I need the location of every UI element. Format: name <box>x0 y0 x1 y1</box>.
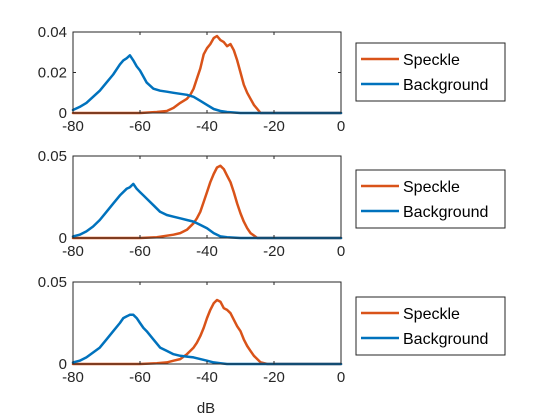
y-tick-label: 0.04 <box>38 24 67 41</box>
x-tick-label: -40 <box>196 118 218 135</box>
legend-box <box>355 169 506 229</box>
x-tick-label: -20 <box>263 369 285 386</box>
x-tick-label: -60 <box>129 243 151 260</box>
legend-label-background: Background <box>403 77 488 94</box>
axes-box <box>72 155 342 239</box>
legend: Speckle Background <box>355 42 506 102</box>
x-tick-label: -80 <box>62 118 84 135</box>
subplot-2: -80 -60 -40 -20 0 0 0.05 Speckle Background <box>38 148 506 260</box>
series-line-background <box>71 313 343 366</box>
legend: Speckle Background <box>355 169 506 229</box>
legend-label-speckle: Speckle <box>403 52 460 69</box>
series-line-speckle <box>71 34 343 115</box>
x-tick-label: -80 <box>62 243 84 260</box>
x-tick-label: 0 <box>337 243 345 260</box>
legend-box <box>355 42 506 102</box>
y-tick-label: 0.05 <box>38 274 67 291</box>
x-tick-label: -40 <box>196 369 218 386</box>
legend-box <box>355 296 506 356</box>
y-tick-label: 0 <box>59 230 67 247</box>
y-tick-label: 0.02 <box>38 65 67 82</box>
y-tick-label: 0 <box>59 356 67 373</box>
legend-label-background: Background <box>403 331 488 348</box>
x-tick-label: -40 <box>196 243 218 260</box>
series-line-speckle <box>71 298 343 366</box>
series-line-speckle <box>71 164 343 240</box>
y-tick-label: 0.05 <box>38 148 67 165</box>
subplot-1: -80 -60 -40 -20 0 0 0.02 0.04 Speckle Background <box>38 24 506 135</box>
legend: Speckle Background <box>355 296 506 356</box>
x-tick-label: 0 <box>337 118 345 135</box>
legend-label-speckle: Speckle <box>403 179 460 196</box>
y-tick-label: 0 <box>59 105 67 122</box>
x-tick-label: -20 <box>263 118 285 135</box>
x-tick-label: -60 <box>129 118 151 135</box>
x-tick-label: -80 <box>62 369 84 386</box>
x-tick-label: -20 <box>263 243 285 260</box>
x-tick-label: 0 <box>337 369 345 386</box>
series-line-background <box>71 182 343 240</box>
x-axis-label: dB <box>197 400 215 417</box>
legend-label-background: Background <box>403 204 488 221</box>
x-tick-label: -60 <box>129 369 151 386</box>
legend-label-speckle: Speckle <box>403 306 460 323</box>
axes-box <box>72 281 342 365</box>
series-line-background <box>71 54 343 115</box>
subplot-3: -80 -60 -40 -20 0 0 0.05 Speckle Background <box>38 274 506 386</box>
